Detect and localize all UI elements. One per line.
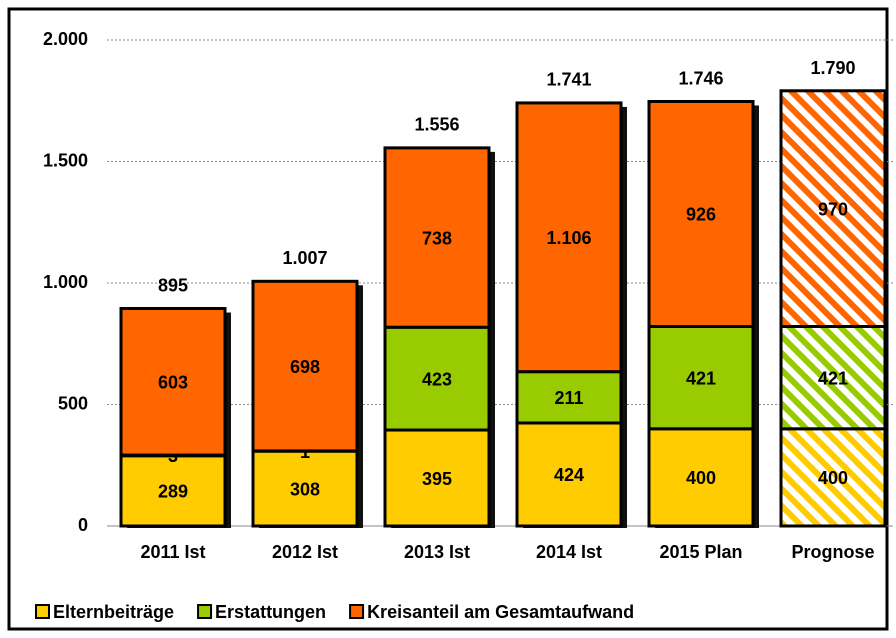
y-tick-label: 0 bbox=[78, 515, 88, 535]
bar-segment bbox=[647, 99, 755, 328]
y-tick-label: 1.500 bbox=[43, 150, 88, 170]
value-label: 1.106 bbox=[546, 228, 591, 248]
legend-swatch bbox=[349, 604, 365, 619]
bar-segment bbox=[119, 307, 227, 457]
x-tick-label: Prognose bbox=[791, 542, 874, 562]
total-label: 895 bbox=[158, 275, 188, 295]
bar-segment bbox=[251, 279, 359, 453]
value-label: 289 bbox=[158, 482, 188, 502]
x-tick-label: 2012 Ist bbox=[272, 542, 338, 562]
total-label: 1.556 bbox=[414, 115, 459, 135]
legend-label: Elternbeiträge bbox=[53, 602, 174, 622]
value-label: 400 bbox=[686, 468, 716, 488]
value-label: 424 bbox=[554, 465, 584, 485]
legend-swatch bbox=[35, 604, 50, 619]
value-label: 421 bbox=[818, 368, 848, 388]
x-tick-label: 2015 Plan bbox=[659, 542, 742, 562]
y-tick-label: 500 bbox=[58, 393, 88, 413]
value-label: 738 bbox=[422, 228, 452, 248]
bar-segment bbox=[647, 324, 755, 431]
x-tick-label: 2014 Ist bbox=[536, 542, 602, 562]
value-label: 395 bbox=[422, 469, 452, 489]
legend-label: Erstattungen bbox=[215, 602, 326, 622]
value-label: 926 bbox=[686, 205, 716, 225]
bar-segment bbox=[515, 101, 623, 374]
x-tick-label: 2013 Ist bbox=[404, 542, 470, 562]
legend-label: Kreisanteil am Gesamtaufwand bbox=[367, 602, 634, 622]
value-label: 308 bbox=[290, 479, 320, 499]
total-label: 1.007 bbox=[282, 248, 327, 268]
total-label: 1.741 bbox=[546, 70, 591, 90]
value-label: 603 bbox=[158, 373, 188, 393]
bar-segment bbox=[779, 324, 887, 431]
y-tick-label: 2.000 bbox=[43, 29, 88, 49]
bar-segment bbox=[647, 427, 755, 528]
legend-swatch bbox=[197, 604, 213, 619]
bar-segment bbox=[251, 449, 359, 528]
value-label: 211 bbox=[554, 388, 583, 408]
value-label: 698 bbox=[290, 357, 320, 377]
value-label: 421 bbox=[686, 368, 716, 388]
bar-segment bbox=[515, 421, 623, 528]
legend: Elternbeiträge Erstattungen Kreisanteil am… bbox=[35, 602, 634, 622]
total-label: 1.746 bbox=[678, 68, 723, 88]
bar-segment bbox=[779, 427, 887, 528]
value-label: 423 bbox=[422, 369, 452, 389]
total-label: 1.790 bbox=[810, 58, 855, 78]
value-label: 970 bbox=[818, 199, 848, 219]
bar-segment bbox=[779, 89, 887, 328]
x-tick-label: 2011 Ist bbox=[140, 542, 205, 562]
bar-segment bbox=[383, 146, 491, 329]
value-label: 400 bbox=[818, 468, 848, 488]
y-tick-label: 1.000 bbox=[43, 272, 88, 292]
